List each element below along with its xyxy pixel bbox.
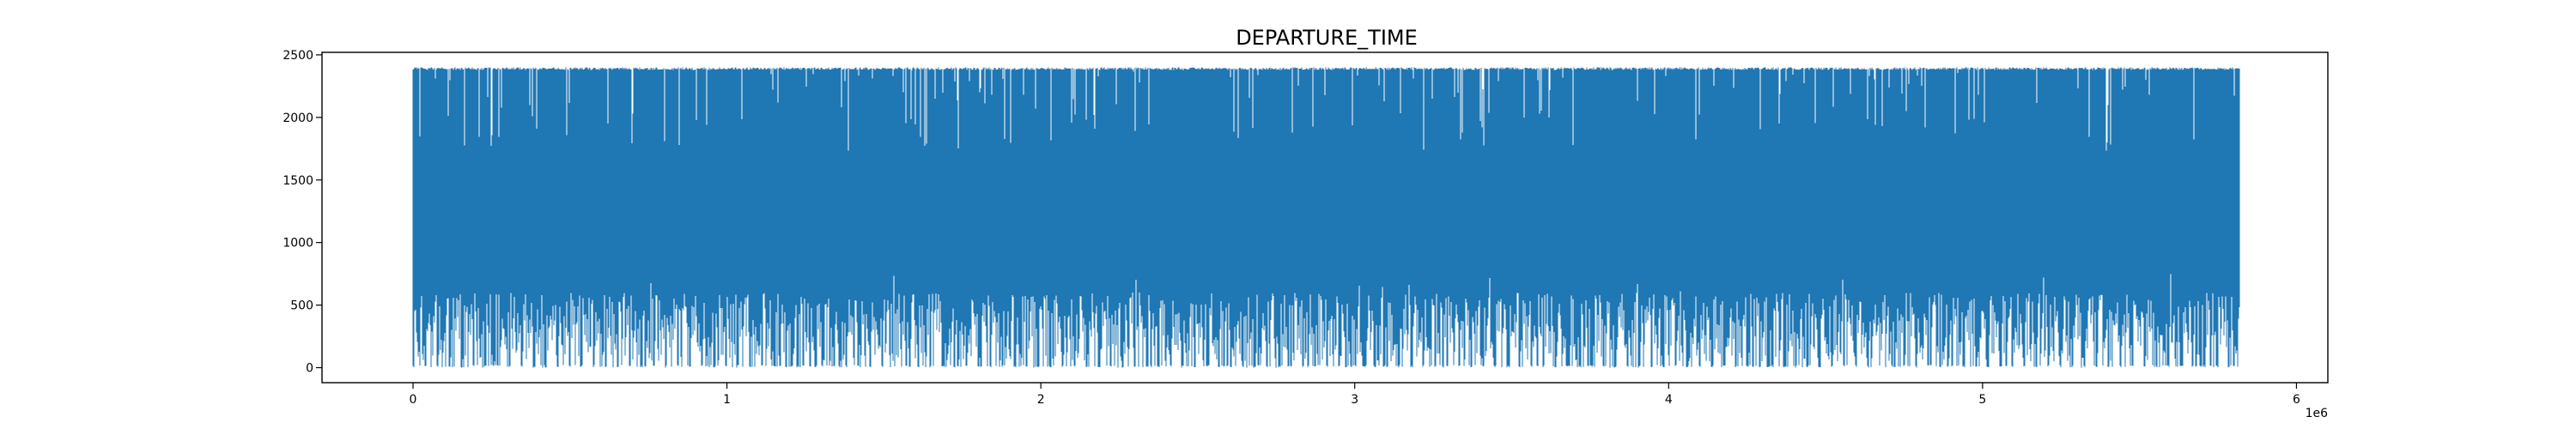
- plot-area: [412, 67, 2240, 368]
- chart-title: DEPARTURE_TIME: [1236, 26, 1418, 50]
- x-tick-label: 5: [1978, 393, 1986, 407]
- x-tick-label: 4: [1665, 393, 1673, 407]
- y-tick-label: 2500: [283, 49, 313, 63]
- y-tick-label: 500: [290, 299, 313, 313]
- y-tick-label: 1500: [283, 174, 313, 188]
- x-tick-label: 3: [1351, 393, 1358, 407]
- y-tick-label: 0: [306, 362, 313, 376]
- x-axis-offset-label: 1e6: [2306, 407, 2329, 420]
- plot-frame: [321, 51, 2329, 384]
- x-tick-label: 0: [410, 393, 417, 407]
- y-axis: 0 500 1000 1500 2000 2500: [283, 49, 322, 376]
- y-tick-label: 1000: [283, 237, 313, 251]
- x-tick-label: 1: [723, 393, 731, 407]
- series-line: [412, 67, 2240, 368]
- x-axis: 0 1 2 3 4 5 6: [410, 383, 2300, 407]
- y-tick-label: 2000: [283, 112, 313, 125]
- x-tick-label: 2: [1037, 393, 1045, 407]
- x-tick-label: 6: [2293, 393, 2300, 407]
